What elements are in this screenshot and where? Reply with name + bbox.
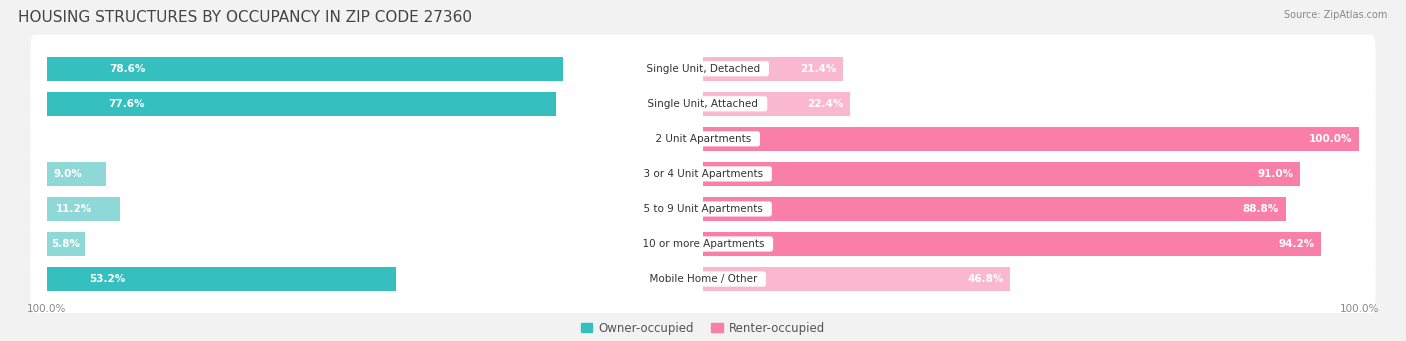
Bar (46, 162, 105, 186)
Text: 2 Unit Apartments: 2 Unit Apartments (648, 134, 758, 144)
Bar (703, 57, 844, 81)
Text: 78.6%: 78.6% (108, 64, 145, 74)
Text: Single Unit, Attached: Single Unit, Attached (641, 99, 765, 109)
FancyBboxPatch shape (31, 175, 1375, 243)
Bar (46, 57, 562, 81)
FancyBboxPatch shape (31, 35, 1375, 103)
Text: 100.0%: 100.0% (1309, 134, 1353, 144)
Text: 9.0%: 9.0% (53, 169, 83, 179)
Text: 5 to 9 Unit Apartments: 5 to 9 Unit Apartments (637, 204, 769, 214)
Text: 22.4%: 22.4% (807, 99, 844, 109)
FancyBboxPatch shape (31, 210, 1375, 278)
Text: 88.8%: 88.8% (1243, 204, 1279, 214)
Text: Source: ZipAtlas.com: Source: ZipAtlas.com (1284, 10, 1388, 20)
FancyBboxPatch shape (31, 245, 1375, 313)
Text: 3 or 4 Unit Apartments: 3 or 4 Unit Apartments (637, 169, 769, 179)
Text: 11.2%: 11.2% (56, 204, 91, 214)
FancyBboxPatch shape (31, 70, 1375, 138)
Bar (46, 197, 121, 221)
Bar (703, 127, 1360, 151)
Text: 94.2%: 94.2% (1278, 239, 1315, 249)
Text: HOUSING STRUCTURES BY OCCUPANCY IN ZIP CODE 27360: HOUSING STRUCTURES BY OCCUPANCY IN ZIP C… (18, 10, 472, 25)
Bar (703, 92, 851, 116)
Bar (703, 267, 1010, 291)
Bar (46, 92, 555, 116)
Text: 53.2%: 53.2% (89, 274, 125, 284)
Text: 10 or more Apartments: 10 or more Apartments (636, 239, 770, 249)
Bar (703, 162, 1301, 186)
Bar (46, 232, 84, 256)
Text: 21.4%: 21.4% (800, 64, 837, 74)
Bar (703, 197, 1285, 221)
Text: Single Unit, Detached: Single Unit, Detached (640, 64, 766, 74)
Text: 77.6%: 77.6% (108, 99, 145, 109)
Bar (703, 232, 1322, 256)
Text: 91.0%: 91.0% (1257, 169, 1294, 179)
Bar (46, 267, 396, 291)
Text: 0.0%: 0.0% (657, 134, 683, 144)
Legend: Owner-occupied, Renter-occupied: Owner-occupied, Renter-occupied (576, 317, 830, 340)
Text: 5.8%: 5.8% (52, 239, 80, 249)
FancyBboxPatch shape (31, 140, 1375, 208)
Text: Mobile Home / Other: Mobile Home / Other (643, 274, 763, 284)
FancyBboxPatch shape (31, 105, 1375, 173)
Text: 46.8%: 46.8% (967, 274, 1004, 284)
